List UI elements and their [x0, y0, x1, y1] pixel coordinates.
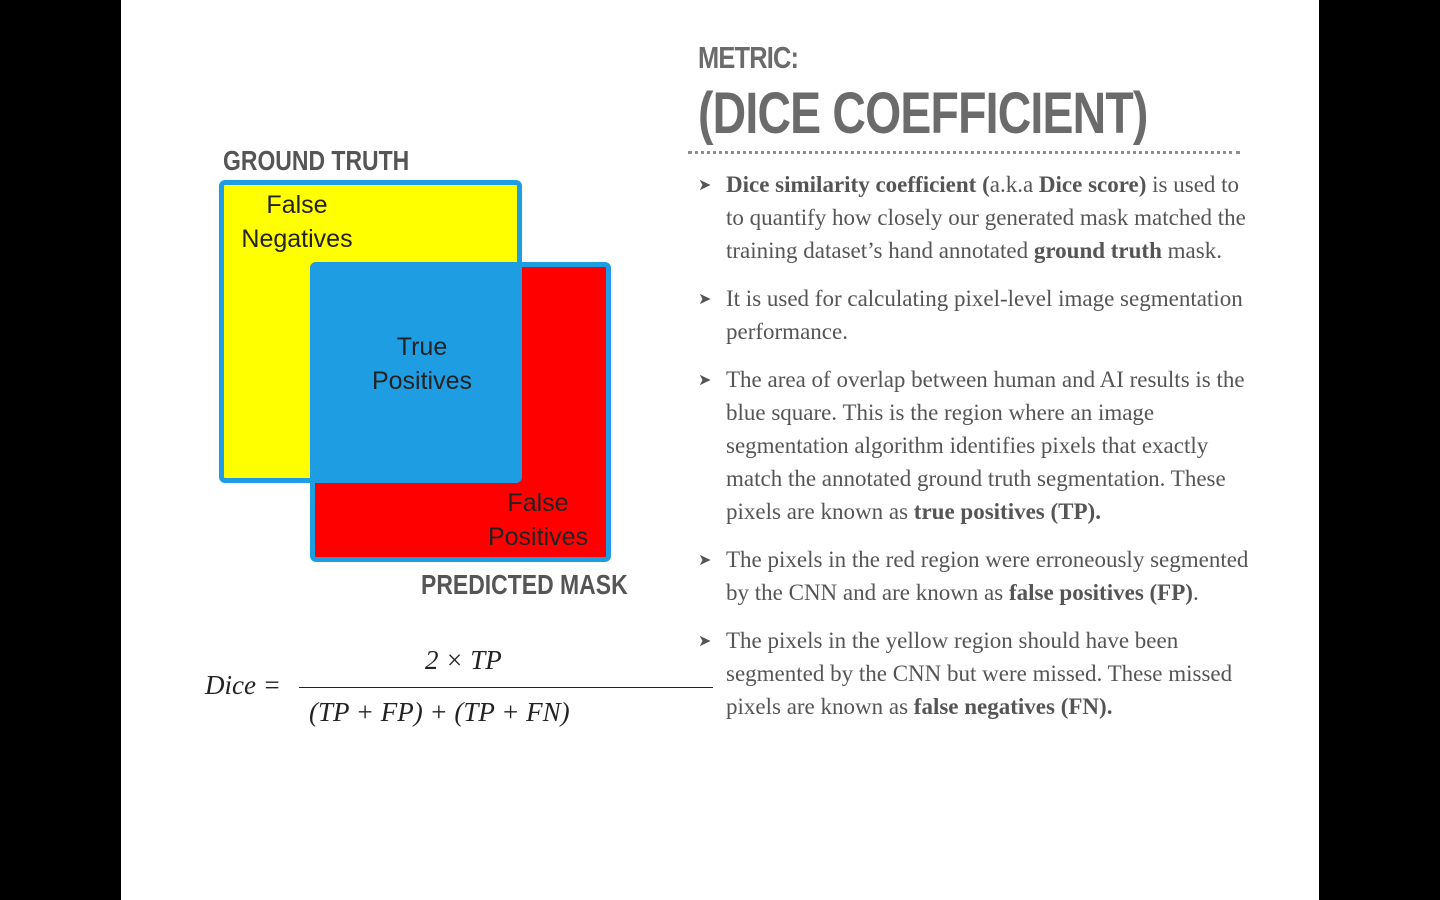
- false-negatives-line2: Negatives: [241, 225, 353, 253]
- bullet-text: mask.: [1161, 238, 1222, 263]
- arrow-bullet-icon: ➤: [698, 289, 712, 308]
- arrow-bullet-icon: ➤: [698, 550, 712, 569]
- arrow-bullet-icon: ➤: [698, 370, 712, 389]
- false-positives-line2: Positives: [487, 523, 589, 551]
- bullet-bold-text: ground truth: [1033, 238, 1162, 263]
- ground-truth-label: GROUND TRUTH: [223, 145, 410, 176]
- bullet-bold-text: false negatives (FN).: [913, 694, 1113, 719]
- slide-subtitle: METRIC:: [698, 40, 799, 75]
- false-negatives-line1: False: [266, 191, 328, 219]
- bullet-text: The pixels in the red region were errone…: [726, 547, 1249, 605]
- slide-title: (DICE COEFFICIENT): [698, 81, 1148, 146]
- false-positives-line1: False: [507, 489, 569, 517]
- bullet-item: ➤ The area of overlap between human and A…: [698, 363, 1258, 528]
- arrow-bullet-icon: ➤: [698, 631, 712, 650]
- bullet-bold-text: false positives (FP): [1008, 580, 1193, 605]
- true-positives-region: [310, 262, 522, 483]
- dotted-divider: [688, 151, 1240, 154]
- bullet-item: ➤ It is used for calculating pixel-level …: [698, 282, 1258, 348]
- true-positives-text: True Positives: [358, 330, 486, 398]
- formula-lhs: Dice =: [205, 670, 281, 700]
- bullet-bold-text: true positives (TP).: [913, 499, 1101, 524]
- bullet-text: a.k.a: [989, 172, 1039, 197]
- bullet-bold-text: Dice score): [1038, 172, 1147, 197]
- predicted-mask-label: PREDICTED MASK: [421, 569, 628, 600]
- false-positives-text: False Positives: [474, 486, 602, 554]
- slide: GROUND TRUTH False Negatives True Positi…: [121, 0, 1319, 900]
- bullet-text: The pixels in the yellow region should h…: [726, 628, 1233, 719]
- bullet-text: It is used for calculating pixel-level i…: [726, 286, 1243, 344]
- formula-numerator: 2 × TP: [425, 645, 502, 675]
- bullet-item: ➤ The pixels in the red region were erron…: [698, 543, 1258, 609]
- false-negatives-text: False Negatives: [233, 188, 361, 256]
- true-positives-line2: Positives: [371, 367, 473, 395]
- formula-fraction-bar: [299, 687, 713, 688]
- bullet-item: ➤ Dice similarity coefficient (a.k.a Dice…: [698, 168, 1258, 267]
- bullet-item: ➤ The pixels in the yellow region should …: [698, 624, 1258, 723]
- bullet-text: The area of overlap between human and AI…: [726, 367, 1245, 524]
- formula-denominator: (TP + FP) + (TP + FN): [309, 697, 570, 727]
- bullet-list: ➤ Dice similarity coefficient (a.k.a Dice…: [698, 168, 1258, 738]
- arrow-bullet-icon: ➤: [698, 175, 712, 194]
- true-positives-line1: True: [396, 333, 448, 361]
- bullet-bold-text: Dice similarity coefficient (: [726, 172, 990, 197]
- bullet-text: is used to to quantify how closely our g…: [726, 172, 1246, 263]
- bullet-text: .: [1192, 580, 1199, 605]
